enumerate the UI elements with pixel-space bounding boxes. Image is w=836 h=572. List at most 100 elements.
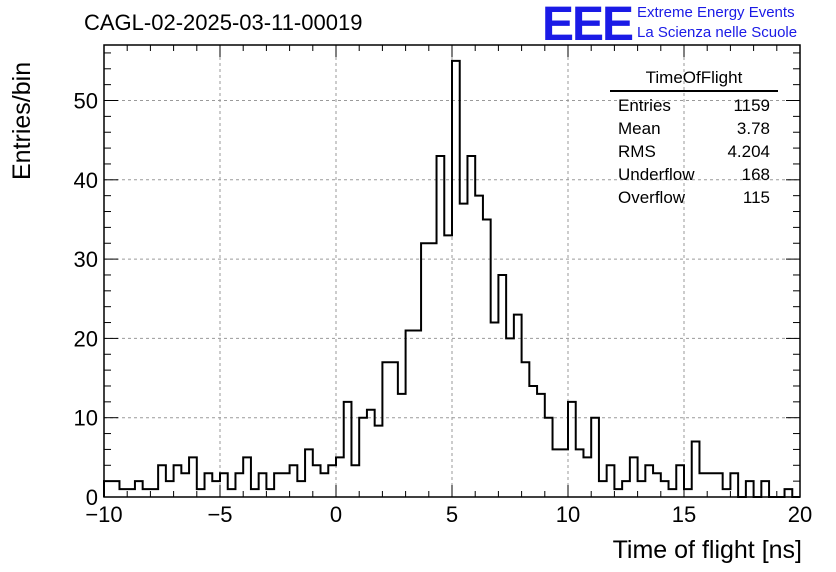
histogram-bin	[491, 323, 499, 497]
histogram-bin	[205, 473, 213, 497]
histogram-bin	[545, 418, 553, 497]
histogram-bin	[344, 402, 352, 497]
histogram-bin	[684, 489, 692, 497]
logo-caption-line1: Extreme Energy Events	[637, 4, 795, 21]
chart-title: CAGL-02-2025-03-11-00019	[84, 10, 363, 35]
stats-value: 168	[741, 165, 770, 184]
histogram-bin	[522, 362, 530, 497]
x-axis-label: Time of flight [ns]	[612, 536, 802, 564]
histogram-bin	[730, 473, 738, 497]
y-tick-label: 50	[74, 89, 98, 114]
stats-title: TimeOfFlight	[610, 68, 778, 92]
histogram-bin	[143, 489, 151, 497]
histogram-bin	[251, 489, 259, 497]
histogram-bin	[514, 315, 522, 497]
histogram-bin	[228, 489, 236, 497]
stats-label: Overflow	[618, 188, 686, 207]
axes	[103, 44, 801, 498]
x-tick-label: 10	[556, 502, 580, 527]
histogram-bin	[676, 465, 684, 497]
stats-value: 1159	[733, 96, 770, 115]
histogram-bin	[243, 457, 251, 497]
histogram-bin	[290, 465, 298, 497]
histogram-bin	[297, 481, 305, 497]
histogram-bin	[506, 338, 514, 497]
stats-label: Mean	[618, 119, 661, 138]
histogram-bin	[568, 402, 576, 497]
histogram-bin	[630, 457, 638, 497]
histogram-bin	[413, 330, 421, 497]
histogram-bin	[382, 362, 390, 497]
histogram-bin	[158, 465, 166, 497]
histogram-bin	[591, 418, 599, 497]
histogram-bin	[692, 441, 700, 497]
histogram-bin	[235, 473, 243, 497]
histogram-bin	[429, 243, 437, 497]
histogram-bin	[761, 481, 769, 497]
histogram-bin	[599, 481, 607, 497]
histogram-bin	[746, 481, 754, 497]
histogram-bin	[583, 457, 591, 497]
histogram-bin	[553, 449, 561, 497]
histogram-bin	[266, 489, 274, 497]
histogram-bin	[336, 457, 344, 497]
histogram-bin	[406, 330, 414, 497]
histogram-bin	[321, 473, 329, 497]
histogram-bin	[498, 275, 506, 497]
histogram-bin	[127, 489, 135, 497]
histogram-bin	[653, 473, 661, 497]
histogram-bin	[537, 394, 545, 497]
histogram-bin	[661, 481, 669, 497]
histogram-bin	[351, 465, 359, 497]
stats-row-entries: Entries 1159	[610, 94, 778, 117]
histogram-series	[103, 59, 800, 498]
histogram-bin	[174, 465, 182, 497]
stats-row-mean: Mean 3.78	[610, 117, 778, 140]
stats-value: 115	[742, 188, 770, 207]
histogram-bin	[274, 473, 282, 497]
histogram-bin	[181, 473, 189, 497]
histogram-bin	[390, 362, 398, 497]
histogram-bin	[645, 465, 653, 497]
histogram-bin	[622, 481, 630, 497]
eee-logo: EEE	[542, 0, 634, 51]
tick-labels: −10 −5 0 5 10 15 20 0 10 20 30 40 50	[74, 89, 813, 527]
histogram-bin	[638, 481, 646, 497]
y-tick-label: 30	[74, 247, 98, 272]
histogram-bin	[614, 489, 622, 497]
histogram-bin	[282, 473, 290, 497]
histogram-bin	[467, 156, 475, 497]
histogram-bin	[212, 481, 220, 497]
histogram-bin	[150, 489, 158, 497]
histogram-bin	[104, 481, 112, 497]
histogram-bin	[576, 449, 584, 497]
histogram-bin	[669, 489, 677, 497]
histogram-bin	[475, 196, 483, 497]
histogram-bin	[328, 465, 336, 497]
histogram-bin	[529, 386, 537, 497]
y-tick-label: 10	[74, 406, 98, 431]
y-tick-label: 0	[86, 485, 98, 510]
histogram-bin	[699, 473, 707, 497]
histogram-outline	[103, 59, 800, 498]
histogram-bin	[707, 473, 715, 497]
histogram-bin	[375, 426, 383, 497]
histogram-bin	[359, 418, 367, 497]
histogram-bin	[437, 156, 445, 497]
histogram-bin	[452, 61, 460, 497]
y-tick-label: 40	[74, 168, 98, 193]
histogram-bin	[119, 489, 127, 497]
histogram-bin	[398, 394, 406, 497]
x-tick-label: 15	[672, 502, 696, 527]
histogram-bin	[723, 489, 731, 497]
x-tick-label: 20	[788, 502, 812, 527]
x-tick-label: 5	[446, 502, 458, 527]
x-tick-label: 0	[330, 502, 342, 527]
stats-row-underflow: Underflow 168	[610, 163, 778, 186]
stats-row-overflow: Overflow 115	[610, 186, 778, 209]
histogram-bin	[444, 235, 452, 497]
histogram-bin	[421, 243, 429, 497]
histogram-bin	[166, 481, 174, 497]
histogram-bin	[460, 204, 468, 497]
